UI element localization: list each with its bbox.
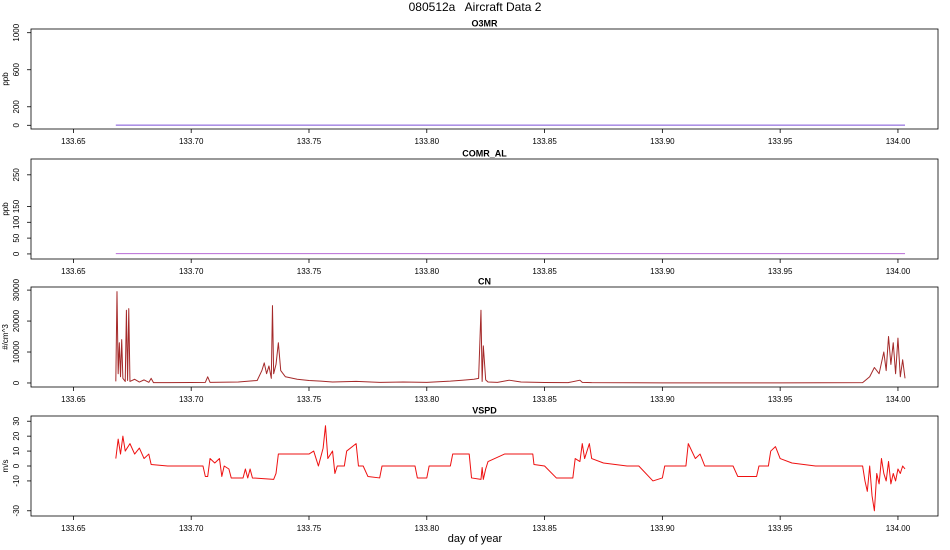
x-tick-label: 133.70 [179, 267, 204, 276]
panel-title: VSPD [472, 405, 497, 415]
y-tick-label: 0 [12, 463, 21, 468]
x-tick-label: 134.00 [886, 395, 911, 404]
x-tick-label: 134.00 [886, 137, 911, 146]
y-tick-label: 0 [12, 380, 21, 385]
y-tick-label: 10000 [12, 340, 21, 363]
y-axis-label: ppb [1, 72, 10, 86]
x-tick-label: 133.65 [61, 137, 86, 146]
x-tick-label: 133.90 [650, 524, 675, 533]
x-tick-label: 133.80 [415, 395, 440, 404]
x-tick-label: 133.90 [650, 137, 675, 146]
x-tick-label: 133.80 [415, 137, 440, 146]
plot-frame [30, 286, 939, 388]
x-tick-label: 133.65 [61, 395, 86, 404]
x-tick-label: 133.95 [768, 395, 793, 404]
y-tick-label: 10 [12, 446, 21, 455]
x-tick-label: 134.00 [886, 524, 911, 533]
data-line [115, 291, 906, 384]
x-tick-label: 133.80 [415, 267, 440, 276]
x-tick-label: 133.95 [768, 267, 793, 276]
x-tick-label: 133.75 [297, 524, 322, 533]
x-tick-label: 133.70 [179, 395, 204, 404]
x-tick-label: 133.95 [768, 137, 793, 146]
y-tick-label: 20 [12, 431, 21, 440]
plot-frame [30, 28, 939, 130]
y-tick-label: 600 [12, 63, 21, 77]
y-tick-label: 0 [12, 123, 21, 128]
x-axis-label: day of year [448, 533, 503, 545]
panel-title: O3MR [471, 18, 498, 28]
y-tick-label: -30 [12, 504, 21, 516]
y-tick-label: -10 [12, 475, 21, 487]
y-axis-label: #/cm^3 [1, 324, 10, 350]
x-tick-label: 133.65 [61, 267, 86, 276]
x-tick-label: 133.90 [650, 395, 675, 404]
y-tick-label: 100 [12, 215, 21, 229]
y-tick-label: 150 [12, 199, 21, 213]
panel-title: CN [478, 276, 491, 286]
x-tick-label: 133.90 [650, 267, 675, 276]
y-axis-label: ppb [1, 202, 10, 216]
y-tick-label: 50 [12, 233, 21, 242]
y-tick-label: 30 [12, 416, 21, 425]
x-tick-label: 133.70 [179, 524, 204, 533]
y-tick-label: 0 [12, 251, 21, 256]
chart-title: 080512a Aircraft Data 2 [409, 0, 542, 14]
x-tick-label: 133.75 [297, 137, 322, 146]
x-tick-label: 133.85 [532, 137, 557, 146]
plot-frame [30, 158, 939, 260]
y-tick-label: 20000 [12, 309, 21, 332]
x-tick-label: 133.75 [297, 395, 322, 404]
x-tick-label: 133.65 [61, 524, 86, 533]
x-tick-label: 133.85 [532, 524, 557, 533]
y-tick-label: 1000 [12, 23, 21, 41]
x-tick-label: 133.80 [415, 524, 440, 533]
y-tick-label: 200 [12, 100, 21, 114]
data-line [115, 425, 906, 512]
x-tick-label: 133.75 [297, 267, 322, 276]
y-axis-label: m/s [1, 460, 10, 473]
y-tick-label: 250 [12, 168, 21, 182]
x-tick-label: 134.00 [886, 267, 911, 276]
x-tick-label: 133.95 [768, 524, 793, 533]
x-tick-label: 133.85 [532, 395, 557, 404]
x-tick-label: 133.70 [179, 137, 204, 146]
y-tick-label: 30000 [12, 278, 21, 301]
panel-title: COMR_AL [462, 148, 507, 158]
x-tick-label: 133.85 [532, 267, 557, 276]
